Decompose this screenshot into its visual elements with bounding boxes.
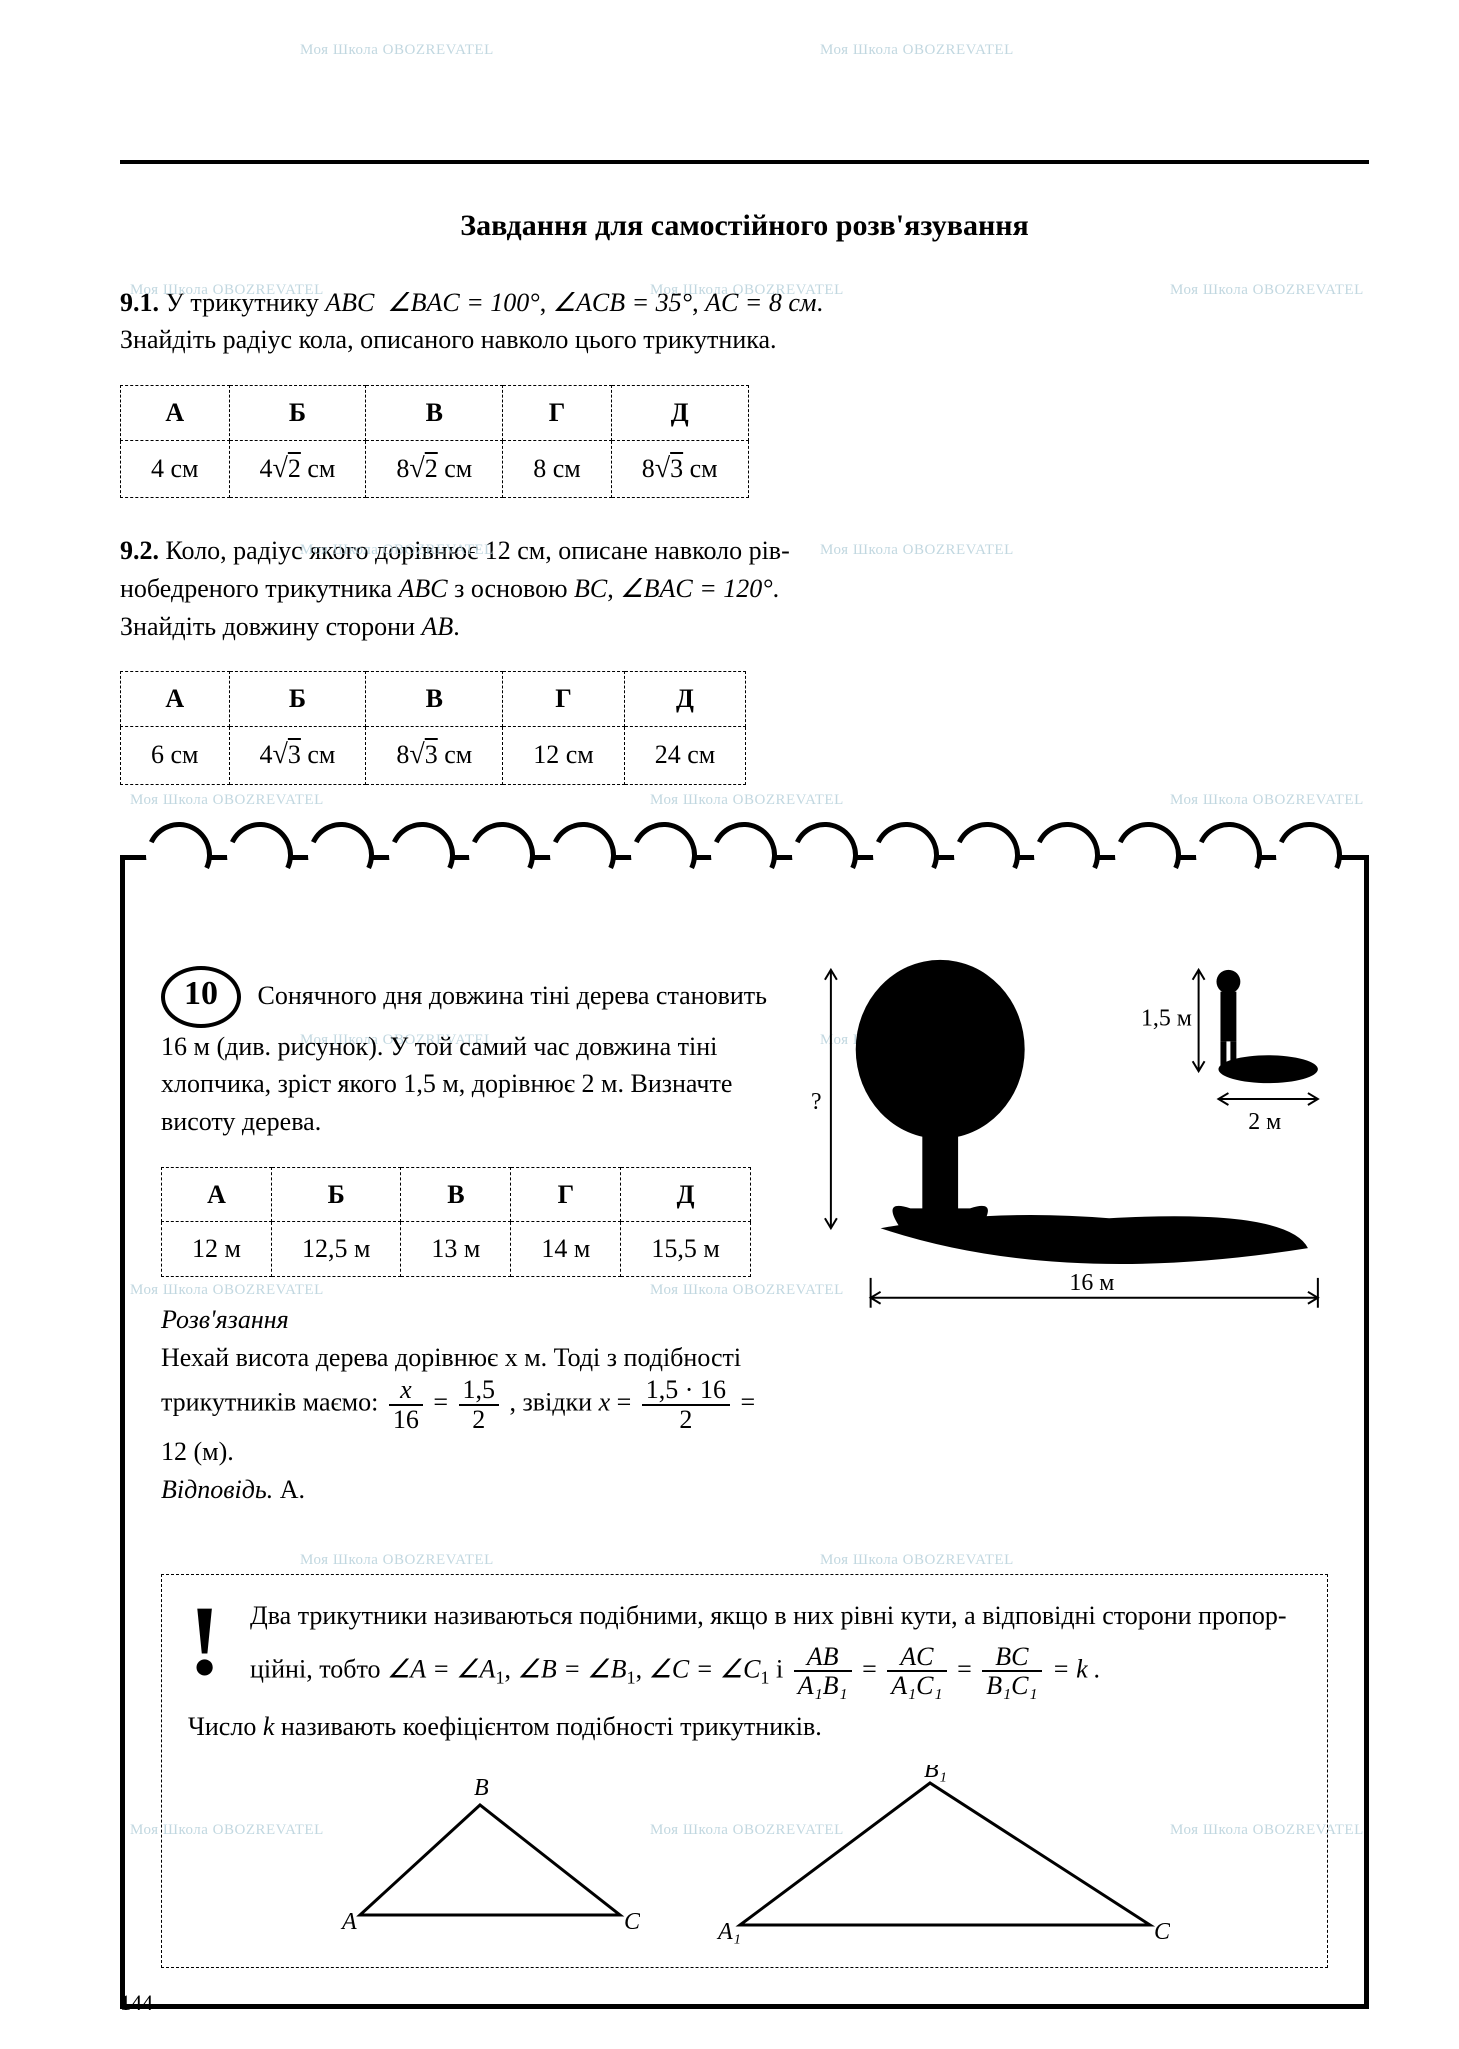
- answer-cell: 13 м: [401, 1222, 511, 1277]
- answer-cell: 4 см: [121, 440, 230, 498]
- col-header: Д: [621, 1167, 750, 1222]
- answer-cell: 4√3 см: [229, 726, 366, 784]
- svg-text:C: C: [624, 1909, 640, 1935]
- answer-cell: 12 м: [162, 1222, 272, 1277]
- col-header: Д: [624, 672, 746, 727]
- svg-text:A₁: A₁: [716, 1919, 741, 1945]
- table-row: 12 м 12,5 м 13 м 14 м 15,5 м: [162, 1222, 751, 1277]
- table-row: А Б В Г Д: [121, 672, 746, 727]
- answer-label: Відповідь.: [161, 1475, 273, 1504]
- theory-note: ! Два трикутники називаються подібними, …: [161, 1574, 1328, 1968]
- triangle-a1b1c1: A₁ B₁ C₁: [710, 1765, 1170, 1945]
- svg-text:C₁: C₁: [1154, 1919, 1170, 1945]
- section-title: Завдання для самостійного розв'язування: [120, 204, 1369, 248]
- svg-text:?: ?: [811, 1088, 822, 1114]
- answer-cell: 12 см: [503, 726, 625, 784]
- col-header: Г: [503, 672, 625, 727]
- svg-text:2 м: 2 м: [1248, 1108, 1281, 1134]
- answers-table-10: А Б В Г Д 12 м 12,5 м 13 м 14 м 15,5 м: [161, 1167, 751, 1277]
- answer-cell: 4√2 см: [229, 440, 366, 498]
- col-header: Г: [511, 1167, 621, 1222]
- triangle-abc: A B C: [320, 1765, 640, 1945]
- similar-triangles-figure: A B C A₁ B₁ C₁: [188, 1765, 1301, 1945]
- problem-9-1-text: 9.1. У трикутнику ABC ∠BAC = 100°, ∠ACB …: [120, 284, 1369, 359]
- answer-cell: 12,5 м: [271, 1222, 400, 1277]
- answer-cell: 8√3 см: [611, 440, 748, 498]
- col-header: В: [401, 1167, 511, 1222]
- answer-cell: 14 м: [511, 1222, 621, 1277]
- col-header: В: [366, 672, 503, 727]
- problem-9-2: 9.2. Коло, радіус якого дорівнює 12 см, …: [120, 532, 1369, 784]
- answer-cell: 15,5 м: [621, 1222, 750, 1277]
- col-header: Б: [229, 672, 366, 727]
- tree-shadow-diagram: ?: [811, 940, 1328, 1318]
- problem-10-text: 10 Сонячного дня довжина тіні дерева ста…: [161, 940, 781, 1535]
- answer-cell: 8 см: [503, 440, 612, 498]
- col-header: В: [366, 385, 503, 440]
- svg-text:1,5 м: 1,5 м: [1141, 1005, 1192, 1031]
- notebook-block: 10 Сонячного дня довжина тіні дерева ста…: [120, 855, 1369, 2010]
- table-row: 4 см 4√2 см 8√2 см 8 см 8√3 см: [121, 440, 749, 498]
- col-header: Г: [503, 385, 612, 440]
- spiral-rings: [125, 822, 1364, 898]
- exclamation-icon: !: [188, 1601, 228, 1681]
- problem-number: 9.2.: [120, 536, 159, 565]
- answers-table-9-2: А Б В Г Д 6 см 4√3 см 8√3 см 12 см 24 см: [120, 671, 746, 784]
- col-header: А: [162, 1167, 272, 1222]
- svg-text:B: B: [474, 1775, 489, 1801]
- answers-table-9-1: А Б В Г Д 4 см 4√2 см 8√2 см 8 см 8√3 см: [120, 385, 749, 498]
- divider: [120, 160, 1369, 164]
- problem-number-circled: 10: [161, 966, 241, 1028]
- problem-10: 10 Сонячного дня довжина тіні дерева ста…: [161, 940, 1328, 1535]
- page-number: 144: [120, 1987, 153, 2019]
- problem-9-2-text: 9.2. Коло, радіус якого дорівнює 12 см, …: [120, 532, 1369, 645]
- table-row: А Б В Г Д: [121, 385, 749, 440]
- table-row: 6 см 4√3 см 8√3 см 12 см 24 см: [121, 726, 746, 784]
- problem-number: 9.1.: [120, 288, 159, 317]
- svg-text:A: A: [340, 1909, 357, 1935]
- watermark: Моя Школа OBOZREVATEL: [820, 40, 1014, 62]
- col-header: Б: [229, 385, 366, 440]
- problem-10-figure: ?: [811, 940, 1328, 1328]
- page-sheet: Моя Школа OBOZREVATEL Моя Школа OBOZREVA…: [0, 0, 1459, 2049]
- watermark: Моя Школа OBOZREVATEL: [650, 790, 844, 812]
- watermark: Моя Школа OBOZREVATEL: [130, 790, 324, 812]
- problem-9-1: 9.1. У трикутнику ABC ∠BAC = 100°, ∠ACB …: [120, 284, 1369, 499]
- answer-cell: 8√2 см: [366, 440, 503, 498]
- solution-title: Розв'язання: [161, 1305, 289, 1334]
- watermark: Моя Школа OBOZREVATEL: [300, 40, 494, 62]
- watermark: Моя Школа OBOZREVATEL: [1170, 790, 1364, 812]
- svg-text:16 м: 16 м: [1070, 1269, 1115, 1295]
- svg-text:B₁: B₁: [924, 1765, 947, 1783]
- col-header: Д: [611, 385, 748, 440]
- col-header: А: [121, 672, 230, 727]
- col-header: А: [121, 385, 230, 440]
- answer-cell: 24 см: [624, 726, 746, 784]
- answer-cell: 6 см: [121, 726, 230, 784]
- answer-cell: 8√3 см: [366, 726, 503, 784]
- table-row: А Б В Г Д: [162, 1167, 751, 1222]
- col-header: Б: [271, 1167, 400, 1222]
